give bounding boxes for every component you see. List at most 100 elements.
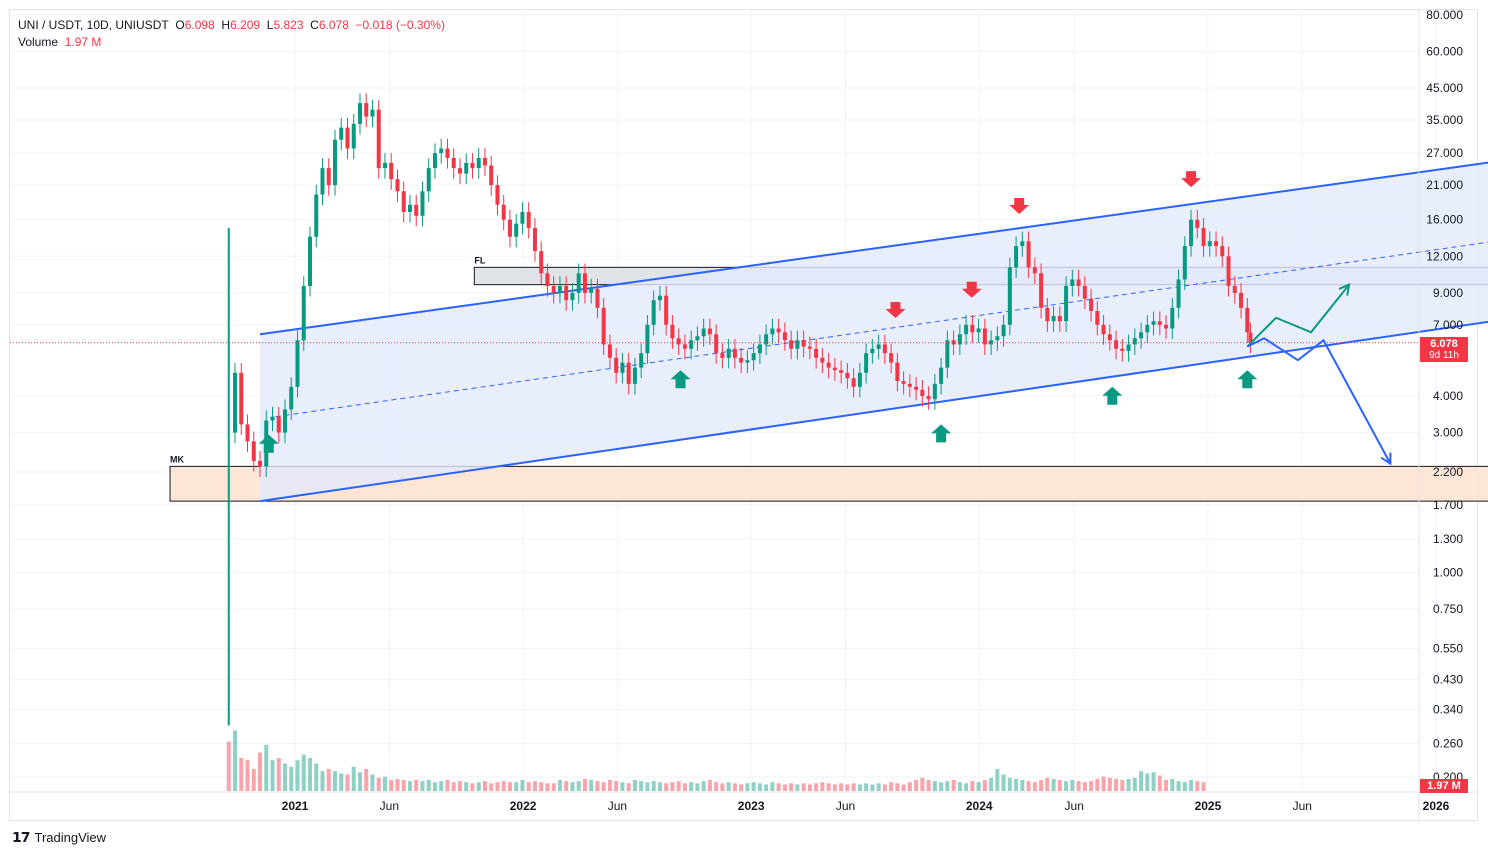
volume-bar [264,744,269,791]
volume-bar [932,781,937,791]
low-value: 5.823 [273,18,304,32]
buy-arrow-icon [1237,370,1258,389]
candle-body [945,340,950,368]
volume-bar [526,782,531,791]
volume-bar [339,773,344,791]
candle-body [789,340,794,349]
projection-up-path-head [1338,283,1351,296]
volume-bar [1014,778,1019,791]
candle-body [1195,219,1200,228]
buy-arrow-icon [1102,386,1123,405]
candle-body [357,103,362,124]
candle-body [626,362,631,384]
open-value: 6.098 [184,18,215,32]
candle-body [1164,324,1169,329]
x-tick-label: 2021 [282,799,309,813]
volume-bar [714,782,719,791]
volume-bar [607,780,612,791]
candle-body [283,409,288,433]
candle-body [1070,279,1075,286]
volume-bar [1107,777,1112,791]
candle-body [1239,292,1244,308]
close-label: C [310,18,319,32]
candle-body [1089,298,1094,312]
volume-bar [995,769,1000,791]
volume-bar [1082,782,1087,791]
y-tick-label: 60.000 [1426,45,1463,59]
y-tick-label: 12.000 [1426,249,1463,263]
candle-body [245,424,250,442]
candle-body [964,324,969,335]
candle-body [714,334,719,354]
volume-bar [982,780,987,791]
candle-body [914,386,919,390]
volume-bar [376,777,381,791]
candle-body [1051,316,1056,322]
candle-body [501,204,506,220]
x-tick-label: Jun [608,799,627,813]
volume-bar [1032,782,1037,791]
volume-bar [395,778,400,791]
candle-body [720,353,725,358]
y-tick-label: 0.550 [1433,641,1463,655]
volume-bar [889,782,894,791]
candle-body [657,295,662,301]
x-tick-label: Jun [836,799,855,813]
candle-body [364,103,369,117]
volume-bar [645,782,650,791]
candle-body [1232,285,1237,293]
candle-body [901,381,906,384]
volume-bar [489,783,494,791]
volume-bar [720,783,725,791]
volume-bar [726,782,731,791]
candle-body [1007,267,1012,325]
volume-bar [451,782,456,791]
candle-body [864,353,869,373]
volume-bar [1045,777,1050,791]
candle-body [582,273,587,293]
candle-body [601,307,606,345]
candle-body [445,148,450,158]
candle-body [926,396,931,400]
footer[interactable]: 𝟭𝟳 TradingView [12,829,106,846]
volume-bar [1057,780,1062,791]
candle-body [507,219,512,237]
symbol-title[interactable]: UNI / USDT, 10D, UNIUSDT [18,18,169,32]
y-tick-label: 0.430 [1433,673,1463,687]
candle-body [1076,279,1081,286]
volume-bar [770,782,775,791]
time-axis[interactable]: 2021Jun2022Jun2023Jun2024Jun2025Jun2026J… [10,791,1488,813]
candle-body [776,328,781,333]
candle-body [651,300,656,325]
volume-bar [632,780,637,791]
volume-legend[interactable]: Volume 1.97 M [18,35,101,49]
volume-bar [226,741,231,791]
candle-body [301,285,306,341]
volume-bar [1151,772,1156,791]
candle-body [645,324,650,354]
candle-body [664,295,669,325]
volume-bar [233,730,238,791]
symbol-legend[interactable]: UNI / USDT, 10D, UNIUSDT O6.098 H6.209 L… [18,18,445,32]
candle-body [951,340,956,345]
candle-body [1020,241,1025,247]
candle-body [1057,316,1062,322]
volume-bar [432,782,437,791]
candle-body [345,127,350,149]
candle-body [632,367,637,384]
candle-body [270,416,275,421]
price-axis[interactable]: 80.000 60.000 45.000 35.000 27.000 21.000 16.0… [1418,8,1463,820]
volume-bar [739,784,744,791]
candle-body [607,344,612,358]
candle-body [351,123,356,149]
volume-bar [426,780,431,791]
volume-bar [289,766,294,791]
price-tag: 6.078 9d 11h [1420,337,1468,362]
candle-body [1014,246,1019,268]
candle-body [839,370,844,373]
candle-body [795,340,800,349]
volume-bar [576,781,581,791]
candle-body [464,162,469,174]
candle-body [1189,219,1194,247]
